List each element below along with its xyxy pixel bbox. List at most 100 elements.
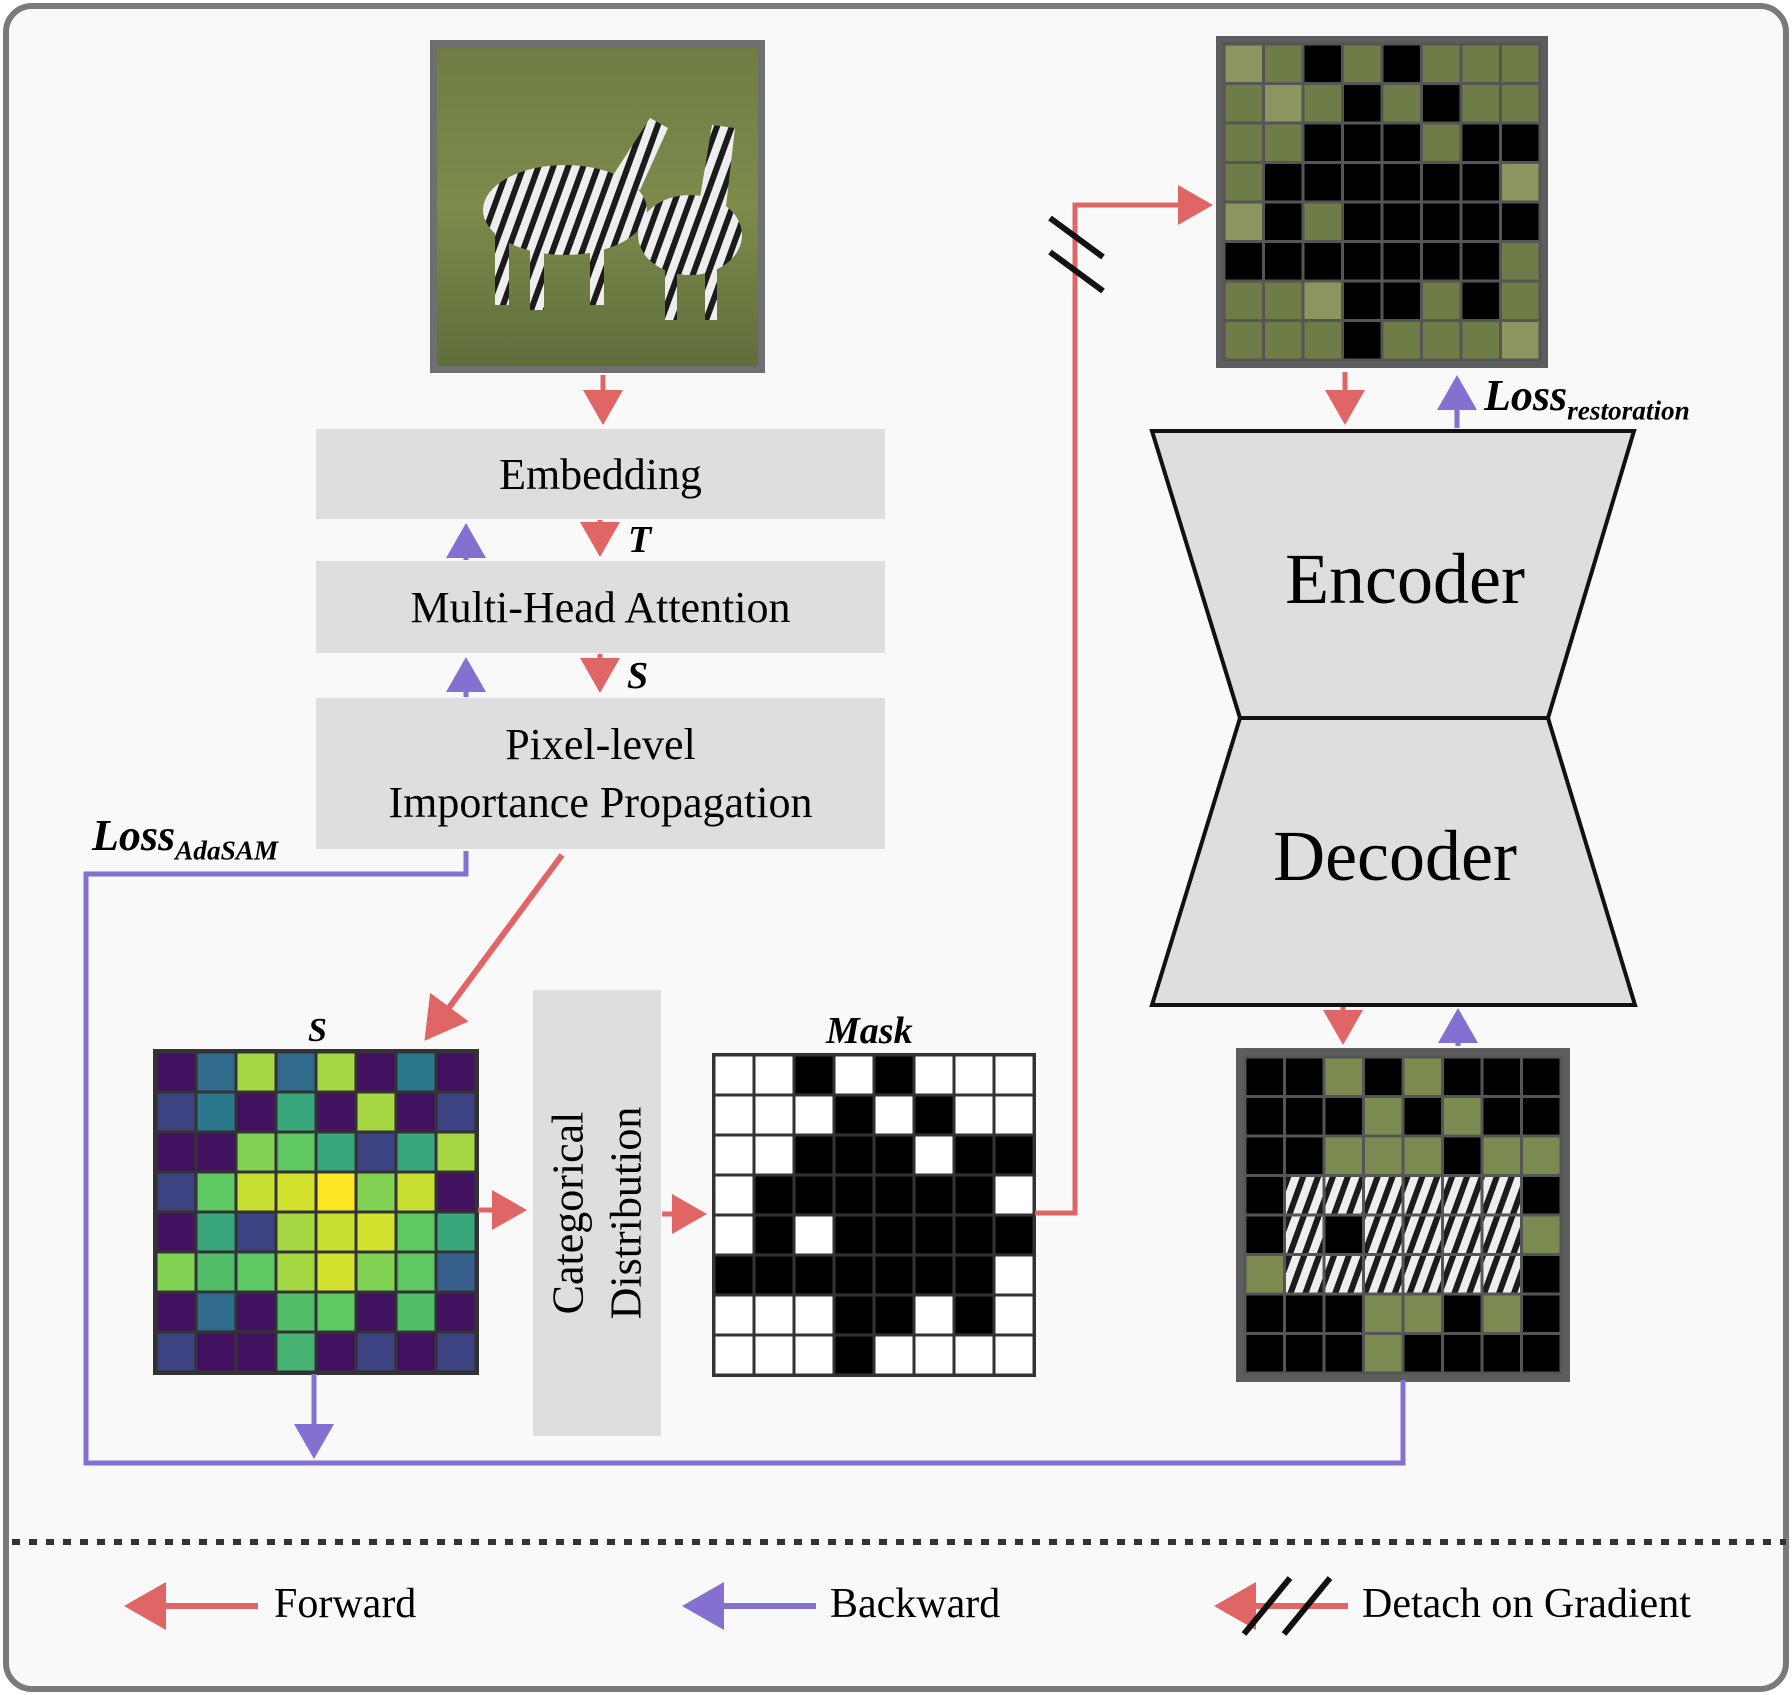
masked-image-patch [1420,319,1463,362]
masked-image-patch [1459,121,1502,164]
masked-image-patch [1262,121,1305,164]
s-grid-cell [234,1050,278,1094]
s-grid-cell [394,1290,438,1334]
restored-image-patch [1520,1253,1563,1296]
masked-image-patch [1499,279,1542,322]
decoder-label: Decoder [1273,816,1517,896]
embedding-block: Embedding [316,429,885,519]
s-symbol: S [627,655,649,697]
forward-arrow-mask-to-masked-image [1035,185,1213,1216]
mask-grid-cell [752,1093,796,1137]
legend-detach-label: Detach on Gradient [1362,1581,1691,1627]
s-grid-cell [394,1090,438,1134]
masked-image-patch [1262,42,1305,85]
masked-image-patch [1262,279,1305,322]
restored-image-patch [1401,1055,1444,1098]
restored-image-patch [1322,1174,1365,1217]
restored-image-patch [1441,1055,1484,1098]
s-grid-cell [394,1170,438,1214]
restored-image-patch [1243,1055,1286,1098]
s-grid-cell [234,1090,278,1134]
s-grid-cell [234,1170,278,1214]
restored-image [1236,1048,1570,1382]
s-grid-cell [194,1250,238,1294]
restored-image-patch [1362,1292,1405,1335]
restored-image-patch [1243,1292,1286,1335]
s-grid-cell [354,1210,398,1254]
categorical-label-line2: Distribution [601,1106,650,1320]
s-grid-cell [394,1330,438,1374]
masked-image-patch [1420,82,1463,125]
s-grid-cell [154,1090,198,1134]
masked-image-patch [1459,82,1502,125]
s-grid-cell [274,1090,318,1134]
mask-grid-cell [992,1173,1036,1217]
restored-image-patch [1243,1213,1286,1256]
masked-image-patch [1459,279,1502,322]
mask-grid-cell [952,1173,996,1217]
loss-adasam-main: Loss [92,811,176,860]
s-grid-cell [354,1130,398,1174]
mask-grid-cell [872,1333,916,1377]
restored-image-patch [1243,1253,1286,1296]
restored-image-patch [1322,1095,1365,1138]
mask-grid-cell [992,1133,1036,1177]
s-grid-cell [274,1250,318,1294]
masked-image-patch [1262,161,1305,204]
mask-grid-cell [912,1253,956,1297]
restored-image-patch [1322,1253,1365,1296]
masked-image-patch [1499,121,1542,164]
restored-image-patch [1480,1213,1523,1256]
masked-image-patch [1420,121,1463,164]
mask-grid-cell [992,1333,1036,1377]
masked-image-patch [1262,200,1305,243]
masked-image-patch [1222,200,1265,243]
restored-image-patch [1362,1095,1405,1138]
s-grid-cell [314,1090,358,1134]
masked-image-patch [1380,121,1423,164]
masked-image-patch [1499,42,1542,85]
masked-image-patch [1459,200,1502,243]
mask-grid-cell [912,1173,956,1217]
s-grid-cell [354,1050,398,1094]
masked-image-patch [1380,200,1423,243]
s-grid-cell [154,1290,198,1334]
mask-grid-cell [952,1333,996,1377]
s-grid-cell [314,1170,358,1214]
backward-loss-path [83,851,1406,1466]
restored-image-patch [1283,1213,1326,1256]
masked-image-patch [1222,121,1265,164]
mask-grid-cell [712,1333,756,1377]
restored-image-patch [1283,1174,1326,1217]
mask-grid-cell [712,1293,756,1337]
masked-image-patch [1262,82,1305,125]
masked-image-patch [1420,279,1463,322]
s-grid-cell [234,1330,278,1374]
restored-image-patch [1401,1292,1444,1335]
mask-grid-cell [872,1213,916,1257]
pixel-label-line1: Pixel-level [505,719,696,769]
restored-image-patch [1362,1174,1405,1217]
s-grid-cell [234,1210,278,1254]
mask-grid-cell [832,1333,876,1377]
masked-image-patch [1499,82,1542,125]
restored-image-patch [1283,1055,1326,1098]
restored-image-patch [1441,1174,1484,1217]
s-grid-cell [434,1290,478,1334]
s-grid-cell [434,1170,478,1214]
mask-title: Mask [826,1010,913,1052]
restored-image-patch [1243,1095,1286,1138]
mask-grid-cell [872,1253,916,1297]
restored-image-patch [1520,1213,1563,1256]
masked-image-patch [1301,82,1344,125]
masked-image-patch [1420,161,1463,204]
s-grid-cell [394,1250,438,1294]
masked-image-patch [1499,319,1542,362]
s-grid-cell [394,1210,438,1254]
mask-grid-cell [752,1213,796,1257]
s-grid-cell [274,1210,318,1254]
mask-grid-cell [792,1053,836,1097]
mask-grid-cell [792,1093,836,1137]
s-grid-cell [194,1210,238,1254]
